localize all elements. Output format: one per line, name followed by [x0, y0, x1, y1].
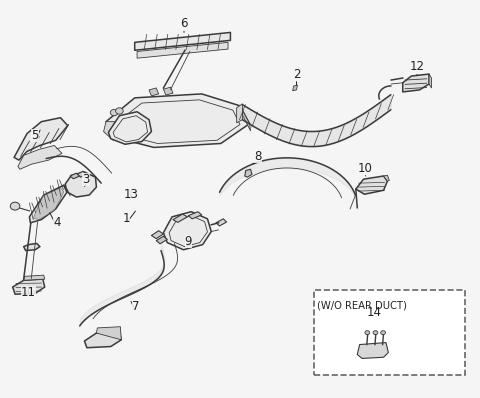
- Polygon shape: [152, 231, 163, 239]
- Polygon shape: [240, 106, 251, 131]
- Text: 3: 3: [82, 174, 90, 186]
- Text: (W/O REAR DUCT): (W/O REAR DUCT): [317, 300, 407, 310]
- Circle shape: [373, 331, 378, 335]
- Polygon shape: [12, 279, 45, 294]
- Polygon shape: [96, 327, 121, 340]
- Text: 2: 2: [293, 68, 300, 80]
- Polygon shape: [77, 171, 86, 177]
- Polygon shape: [135, 32, 230, 50]
- Text: 4: 4: [53, 216, 61, 229]
- Bar: [314, 290, 465, 375]
- Polygon shape: [104, 122, 118, 140]
- Polygon shape: [106, 94, 250, 147]
- Polygon shape: [173, 214, 187, 222]
- Polygon shape: [163, 87, 173, 95]
- Circle shape: [365, 331, 370, 335]
- Circle shape: [110, 109, 118, 116]
- Text: 10: 10: [358, 162, 373, 175]
- Polygon shape: [70, 173, 80, 179]
- Polygon shape: [293, 85, 298, 91]
- Circle shape: [381, 331, 385, 335]
- Circle shape: [10, 202, 20, 210]
- Polygon shape: [137, 42, 228, 58]
- Polygon shape: [29, 185, 68, 223]
- Polygon shape: [84, 331, 121, 348]
- Text: 14: 14: [367, 306, 382, 319]
- Text: 7: 7: [132, 300, 139, 313]
- Polygon shape: [149, 88, 158, 96]
- Polygon shape: [156, 236, 167, 244]
- Polygon shape: [188, 212, 202, 219]
- Polygon shape: [357, 343, 388, 359]
- Polygon shape: [108, 112, 152, 144]
- Polygon shape: [216, 219, 227, 226]
- Polygon shape: [18, 145, 62, 169]
- Polygon shape: [429, 74, 432, 88]
- Text: 12: 12: [409, 60, 425, 73]
- Text: 1: 1: [122, 212, 130, 225]
- Polygon shape: [245, 169, 252, 177]
- Text: 13: 13: [123, 188, 138, 201]
- Polygon shape: [65, 172, 96, 197]
- Polygon shape: [384, 175, 389, 181]
- Text: 6: 6: [180, 17, 188, 30]
- Polygon shape: [237, 104, 242, 123]
- Polygon shape: [403, 74, 429, 92]
- Polygon shape: [14, 118, 68, 160]
- Polygon shape: [163, 212, 211, 250]
- Text: 5: 5: [32, 129, 39, 142]
- Text: 11: 11: [21, 286, 36, 299]
- Polygon shape: [24, 244, 40, 251]
- Text: 8: 8: [254, 150, 262, 163]
- Circle shape: [116, 108, 123, 114]
- Polygon shape: [33, 188, 64, 220]
- Polygon shape: [24, 275, 45, 280]
- Text: 9: 9: [184, 235, 192, 248]
- Polygon shape: [356, 176, 387, 194]
